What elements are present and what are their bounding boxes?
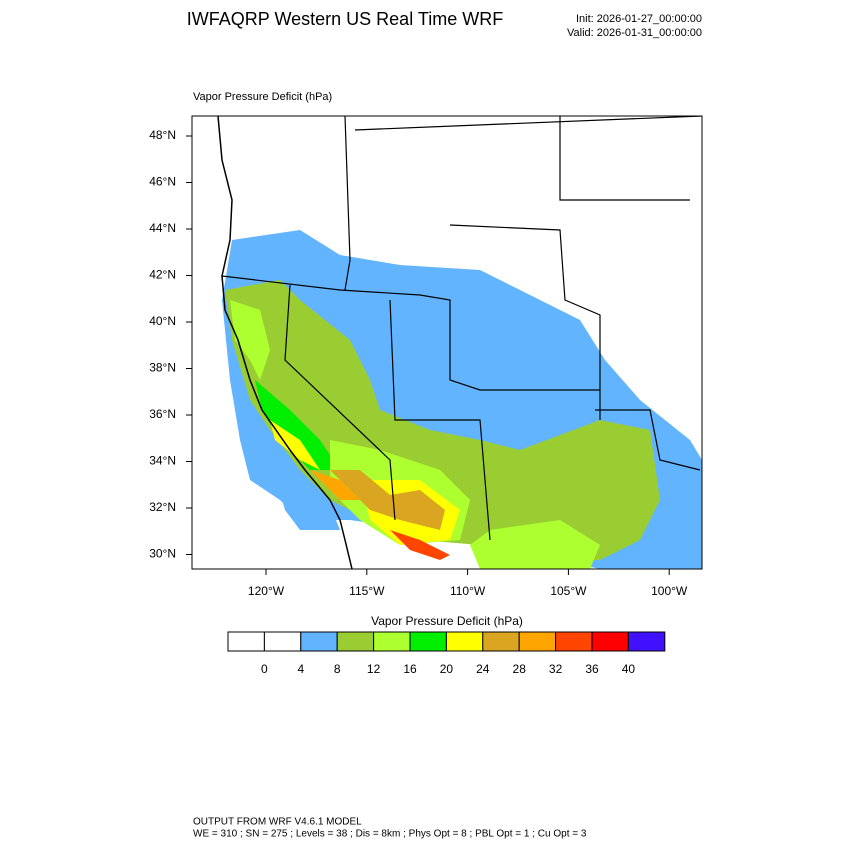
lon-label: 105°W: [550, 584, 587, 598]
colorbar-label: 28: [513, 662, 527, 676]
colorbar-label: 16: [403, 662, 417, 676]
colorbar-box: [555, 631, 593, 652]
init-time: Init: 2026-01-27_00:00:00: [576, 13, 702, 25]
lon-label: 120°W: [248, 584, 285, 598]
colorbar-box: [300, 631, 338, 652]
lat-label: 42°N: [149, 268, 176, 282]
lon-label: 115°W: [349, 584, 385, 598]
lat-label: 30°N: [149, 547, 176, 561]
colorbar-label: 32: [549, 662, 563, 676]
lon-label: 110°W: [450, 584, 486, 598]
lon-labels: 120°W 115°W 110°W 105°W 100°W: [248, 569, 688, 598]
colorbar-box: [373, 631, 411, 652]
footer-line: OUTPUT FROM WRF V4.6.1 MODEL: [193, 817, 362, 828]
lat-label: 40°N: [149, 314, 176, 328]
colorbar-box: [591, 631, 629, 652]
colorbar-box: [482, 631, 520, 652]
lat-label: 46°N: [149, 175, 176, 189]
colorbar-box: [409, 631, 447, 652]
colorbar: 0 4 8 12 16 20 24 28 32 36 40: [227, 631, 666, 676]
lat-label: 34°N: [149, 454, 176, 468]
colorbar-box: [518, 631, 557, 652]
map: [191, 115, 703, 570]
colorbar-box: [627, 631, 666, 652]
lat-label: 32°N: [149, 500, 176, 514]
colorbar-title: Vapor Pressure Deficit (hPa): [371, 614, 523, 628]
colorbar-label: 4: [297, 662, 304, 676]
colorbar-label: 24: [476, 662, 490, 676]
lat-label: 38°N: [149, 361, 176, 375]
valid-time: Valid: 2026-01-31_00:00:00: [567, 27, 702, 39]
colorbar-label: 0: [261, 662, 268, 676]
footer-line: WE = 310 ; SN = 275 ; Levels = 38 ; Dis …: [193, 829, 587, 840]
lat-label: 44°N: [149, 221, 176, 235]
colorbar-box: [336, 631, 375, 652]
lon-label: 100°W: [651, 584, 688, 598]
lat-labels: 48°N 46°N 44°N 42°N 40°N 38°N 36°N 34°N 32°N 30°N: [149, 128, 192, 561]
lat-label: 48°N: [149, 128, 176, 142]
colorbar-label: 12: [367, 662, 381, 676]
lat-label: 36°N: [149, 407, 176, 421]
colorbar-label: 8: [334, 662, 341, 676]
colorbar-box: [263, 631, 302, 652]
colorbar-label: 36: [585, 662, 599, 676]
field-label: Vapor Pressure Deficit (hPa): [193, 91, 332, 103]
colorbar-label: 40: [622, 662, 636, 676]
title: IWFAQRP Western US Real Time WRF: [187, 9, 503, 29]
colorbar-box: [227, 631, 265, 652]
colorbar-label: 20: [440, 662, 454, 676]
colorbar-box: [445, 631, 484, 652]
